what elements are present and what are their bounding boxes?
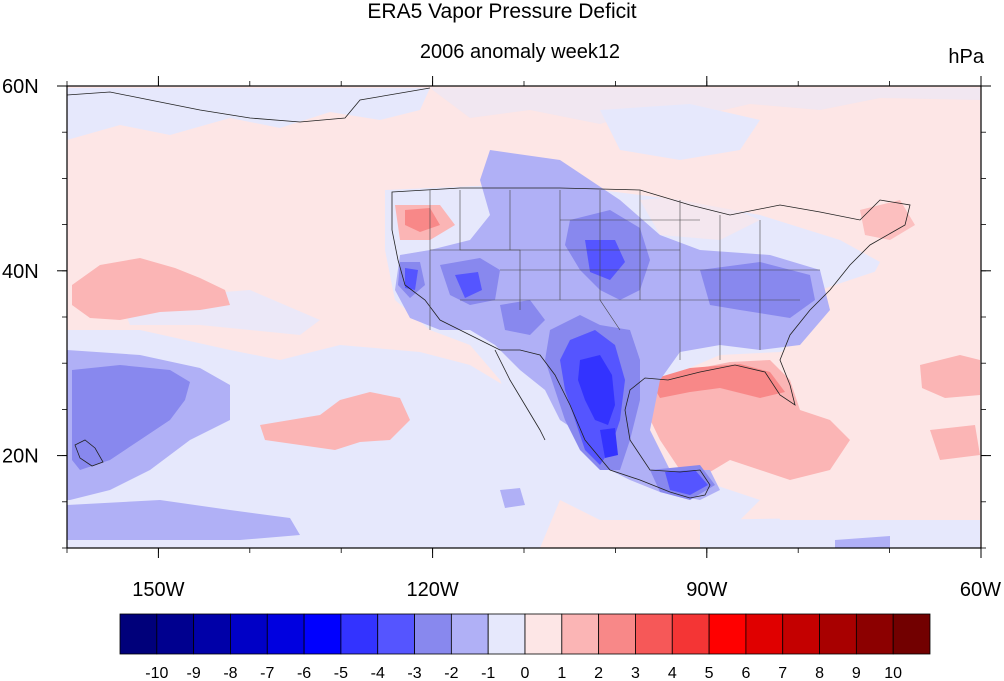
y-axis-ticks: 60N 40N 20N [2,76,991,549]
colorbar-label: -10 [145,665,168,681]
colorbar-swatch [230,613,268,655]
colorbar-label: -4 [371,665,385,681]
colorbar-label: -7 [260,665,274,681]
colorbar-label: -8 [223,665,237,681]
colorbar-swatch [855,613,894,655]
colorbar-swatch [487,613,526,655]
colorbar-swatch [156,613,195,655]
colorbar-swatch [745,613,784,655]
colorbar-swatch [377,613,415,655]
y-tick-label: 60N [2,76,39,98]
colorbar-label: -2 [444,665,458,681]
colorbar-swatch [635,613,673,655]
units-label: hPa [948,46,984,68]
y-tick-label: 20N [2,446,39,468]
y-tick-label: 40N [2,261,39,283]
colorbar: -10 -9 -8 -7 -6 -5 -4 -3 -2 -1 0 1 2 3 4 5 6 7 8 9 10 [119,613,931,681]
colorbar-swatch [414,613,452,655]
colorbar-label: -3 [407,665,421,681]
colorbar-label: 8 [815,665,824,681]
x-tick-label: 120W [406,579,458,601]
colorbar-label: 2 [594,665,603,681]
colorbar-label: 3 [631,665,640,681]
colorbar-label: 4 [668,665,677,681]
colorbar-label: -5 [334,665,348,681]
state-borders [429,190,820,360]
colorbar-swatch [561,613,600,655]
colorbar-swatch [819,613,857,655]
map-field [67,86,981,548]
colorbar-label: 5 [705,665,714,681]
x-tick-label: 60W [960,579,1001,601]
colorbar-swatch [782,613,820,655]
colorbar-swatch [598,613,636,655]
colorbar-label: -1 [481,665,495,681]
colorbar-label: 1 [557,665,566,681]
colorbar-label: -9 [187,665,201,681]
x-tick-label: 90W [686,579,727,601]
colorbar-label: 6 [741,665,750,681]
colorbar-swatch [303,613,342,655]
colorbar-label: 7 [778,665,787,681]
colorbar-label: -6 [297,665,311,681]
colorbar-swatch [892,613,931,655]
colorbar-swatch [193,613,231,655]
x-tick-label: 150W [132,579,184,601]
colorbar-swatch [708,613,747,655]
colorbar-label: 10 [884,665,902,681]
colorbar-swatch [671,613,710,655]
coastlines [67,87,911,499]
x-axis-ticks: 150W 120W 90W 60W [66,76,1001,601]
colorbar-swatch [119,613,158,655]
contour-neg-4 [578,355,618,458]
colorbar-swatch [450,613,489,655]
colorbar-swatch [340,613,379,655]
figure-subtitle: 2006 anomaly week12 [419,41,621,63]
colorbar-label: 0 [521,665,530,681]
colorbar-swatch [524,613,563,655]
colorbar-label: 9 [852,665,861,681]
contour-pos-2 [405,208,785,398]
figure-title: ERA5 Vapor Pressure Deficit [367,0,637,23]
colorbar-swatch [266,613,305,655]
